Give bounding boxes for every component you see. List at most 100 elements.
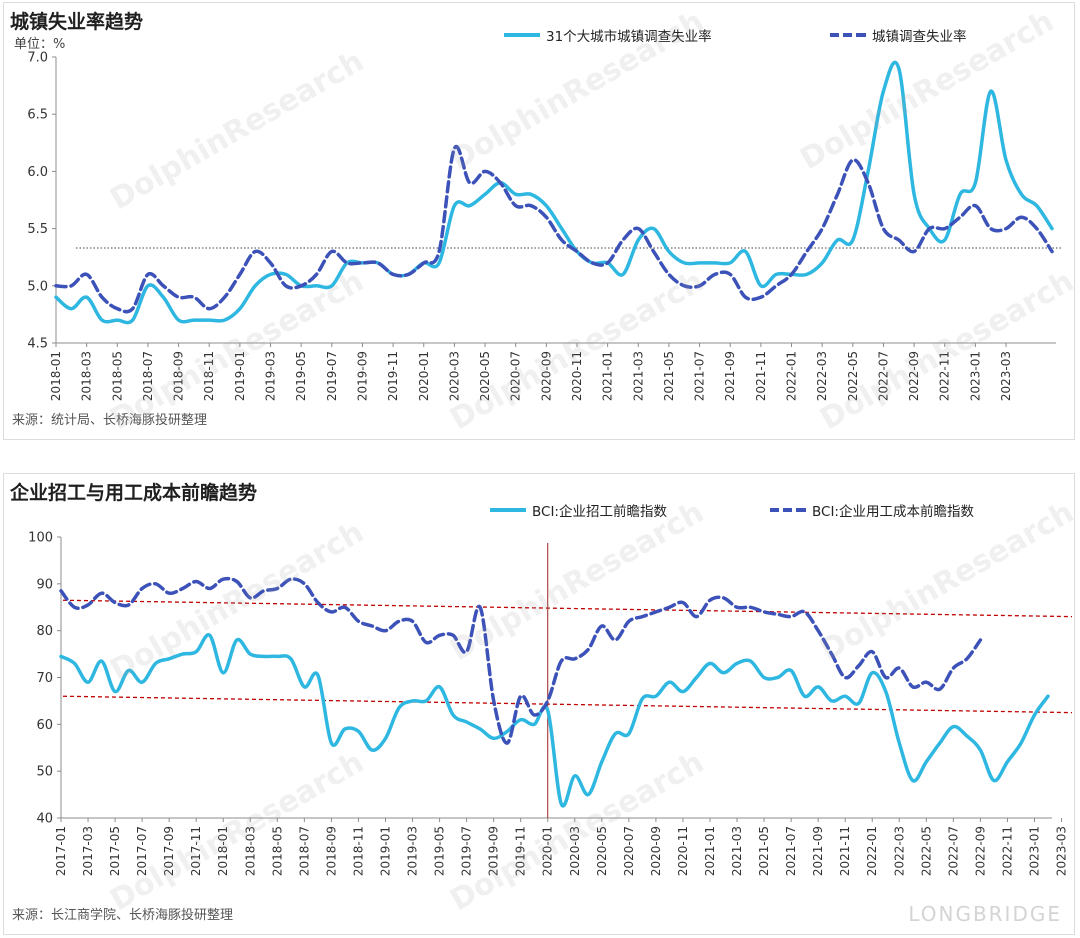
bci-chart: 40 50 60 70 80 90 100 2017-01 2017-03 2017-05 2017… xyxy=(28,531,1073,876)
x-tick-label: 2023-03 xyxy=(999,351,1013,401)
x-tick-label: 2019-07 xyxy=(460,826,474,876)
legend-item-recruitment: BCI:企业招工前瞻指数 xyxy=(490,500,667,520)
y-tick-label: 70 xyxy=(36,671,53,686)
trend-line xyxy=(62,599,1073,618)
x-tick-label: 2022-03 xyxy=(892,826,906,876)
trend-line xyxy=(62,695,1073,714)
x-tick-label: 2017-09 xyxy=(162,826,176,876)
y-tick-label: 60 xyxy=(36,718,53,733)
source-note: 来源：统计局、长桥海豚投研整理 xyxy=(12,413,208,428)
x-tick-label: 2018-07 xyxy=(297,826,311,876)
legend-swatch-solid xyxy=(504,33,540,37)
x-tick-label: 2018-01 xyxy=(216,826,230,876)
y-tick-label: 6.0 xyxy=(27,165,48,180)
x-tick-label: 2021-07 xyxy=(693,351,707,401)
chart-title: 企业招工与用工成本前瞻趋势 xyxy=(10,482,258,504)
x-tick-label: 2021-03 xyxy=(730,826,744,876)
x-tick-label: 2019-01 xyxy=(233,351,247,401)
x-tick-label: 2021-05 xyxy=(757,826,771,876)
x-tick-label: 2021-07 xyxy=(784,826,798,876)
source-note: 来源：长江商学院、长桥海豚投研整理 xyxy=(12,908,234,923)
x-tick-label: 2020-09 xyxy=(649,826,663,876)
series-line-solid xyxy=(59,633,1050,808)
legend-swatch-dashed xyxy=(770,508,806,512)
x-tick-label: 2022-01 xyxy=(865,826,879,876)
y-tick-label: 50 xyxy=(36,765,53,780)
x-tick-label: 2023-01 xyxy=(1027,826,1041,876)
x-tick-label: 2020-03 xyxy=(447,351,461,401)
x-tick-label: 2021-03 xyxy=(631,351,645,401)
x-tick-label: 2018-11 xyxy=(351,826,365,876)
x-tick-label: 2020-03 xyxy=(568,826,582,876)
x-tick-label: 2018-11 xyxy=(202,351,216,401)
legend-label: BCI:企业招工前瞻指数 xyxy=(532,504,667,520)
x-tick-label: 2018-01 xyxy=(49,351,63,401)
unit-label: 单位：% xyxy=(14,37,66,52)
x-tick-label: 2022-09 xyxy=(973,826,987,876)
x-tick-label: 2018-09 xyxy=(324,826,338,876)
y-tick-label: 100 xyxy=(28,531,53,546)
x-tick-label: 2021-11 xyxy=(754,351,768,401)
y-tick-label: 7.0 xyxy=(27,51,48,66)
x-tick-label: 2018-03 xyxy=(80,351,94,401)
x-tick-label: 2022-09 xyxy=(907,351,921,401)
x-tick-label: 2018-03 xyxy=(243,826,257,876)
x-tick-label: 2018-07 xyxy=(141,351,155,401)
x-tick-label: 2020-07 xyxy=(509,351,523,401)
x-tick-label: 2022-07 xyxy=(876,351,890,401)
x-tick-label: 2020-05 xyxy=(478,351,492,401)
x-tick-label: 2022-11 xyxy=(1000,826,1014,876)
x-tick-label: 2021-11 xyxy=(838,826,852,876)
x-tick-label: 2017-11 xyxy=(189,826,203,876)
x-tick-label: 2020-05 xyxy=(595,826,609,876)
x-tick-label: 2017-07 xyxy=(135,826,149,876)
legend-label: 城镇调查失业率 xyxy=(872,29,967,45)
x-tick-label: 2017-01 xyxy=(54,826,68,876)
x-tick-label: 2020-09 xyxy=(539,351,553,401)
x-tick-label: 2022-07 xyxy=(946,826,960,876)
x-tick-label: 2021-09 xyxy=(811,826,825,876)
x-tick-label: 2017-05 xyxy=(108,826,122,876)
x-tick-label: 2018-05 xyxy=(110,351,124,401)
x-tick-label: 2020-01 xyxy=(417,351,431,401)
legend-item-31-cities: 31个大城市城镇调查失业率 xyxy=(504,25,712,45)
x-tick-label: 2019-03 xyxy=(264,351,278,401)
x-tick-label: 2022-01 xyxy=(785,351,799,401)
legend-item-labor-cost: BCI:企业用工成本前瞻指数 xyxy=(770,500,974,520)
chart-title: 城镇失业率趋势 xyxy=(10,11,144,33)
legend-swatch-solid xyxy=(490,508,526,512)
x-tick-label: 2019-05 xyxy=(433,826,447,876)
x-tick-label: 2022-05 xyxy=(846,351,860,401)
unemployment-chart: 4.5 5.0 5.5 6.0 6.5 7.0 2018-01 2018-03 2018-05 2… xyxy=(27,51,1062,401)
y-tick-label: 5.0 xyxy=(27,279,48,294)
y-tick-label: 40 xyxy=(36,812,53,827)
x-tick-label: 2022-05 xyxy=(919,826,933,876)
y-tick-label: 90 xyxy=(36,577,53,592)
series-line-dashed xyxy=(54,144,1054,314)
legend-item-urban: 城镇调查失业率 xyxy=(830,25,967,45)
x-tick-label: 2021-09 xyxy=(723,351,737,401)
x-tick-label: 2023-01 xyxy=(968,351,982,401)
x-tick-label: 2020-11 xyxy=(676,826,690,876)
chart-panel-bci: 企业招工与用工成本前瞻趋势 BCI:企业招工前瞻指数 BCI:企业用工成本前瞻指… xyxy=(3,473,1080,935)
x-tick-label: 2021-01 xyxy=(703,826,717,876)
x-tick-label: 2022-11 xyxy=(938,351,952,401)
y-tick-label: 5.5 xyxy=(27,222,48,237)
x-tick-label: 2019-09 xyxy=(487,826,501,876)
x-tick-label: 2017-03 xyxy=(81,826,95,876)
x-tick-label: 2019-05 xyxy=(294,351,308,401)
x-tick-label: 2021-01 xyxy=(601,351,615,401)
x-tick-label: 2019-01 xyxy=(378,826,392,876)
y-tick-label: 4.5 xyxy=(27,337,48,352)
x-tick-label: 2020-11 xyxy=(570,351,584,401)
x-tick-label: 2018-05 xyxy=(270,826,284,876)
series-line-dashed xyxy=(59,576,983,745)
x-tick-label: 2020-01 xyxy=(541,826,555,876)
x-tick-label: 2020-07 xyxy=(622,826,636,876)
series-line-solid xyxy=(54,60,1054,325)
x-tick-label: 2023-03 xyxy=(1055,826,1069,876)
x-tick-label: 2021-05 xyxy=(662,351,676,401)
chart-panel-unemployment: 城镇失业率趋势 单位：% 31个大城市城镇调查失业率 城镇调查失业率 4.5 5.… xyxy=(3,2,1080,440)
x-tick-label: 2019-11 xyxy=(514,826,528,876)
y-tick-label: 6.5 xyxy=(27,108,48,123)
